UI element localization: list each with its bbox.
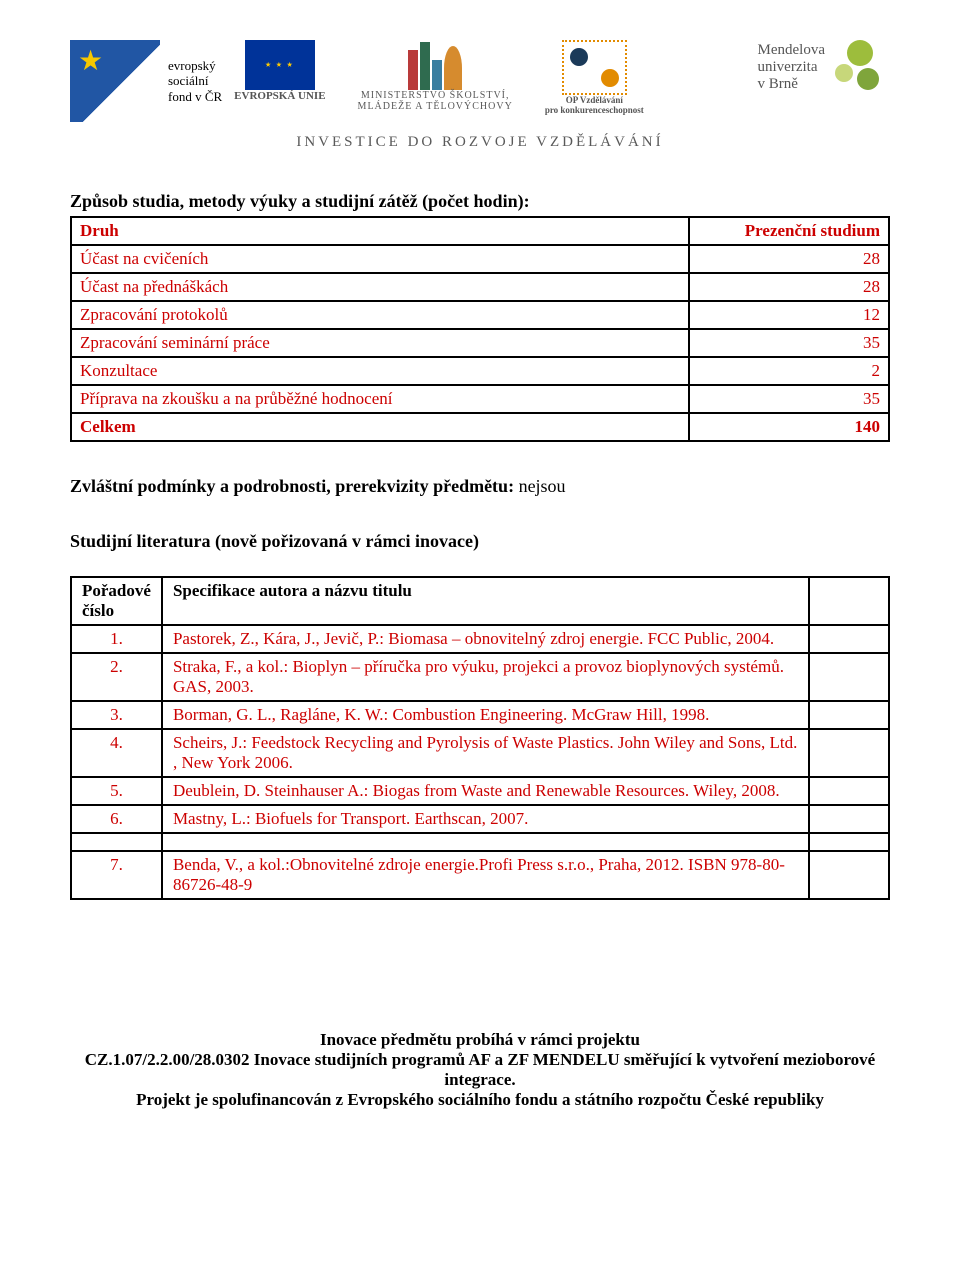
eu-flag-icon [245, 40, 315, 90]
mendelu-logo: Mendelova univerzita v Brně [758, 40, 890, 95]
study-row-value: 28 [689, 273, 889, 301]
mendelu-line1: Mendelova [758, 42, 825, 59]
lit-row-spec: Deublein, D. Steinhauser A.: Biogas from… [162, 777, 809, 805]
lit-spacer-row [71, 833, 889, 851]
footer-line2: CZ.1.07/2.2.00/28.0302 Inovace studijníc… [70, 1050, 890, 1090]
esf-icon [70, 40, 160, 122]
esf-logo: evropský sociální fond v ČR [70, 40, 222, 122]
header-logos: evropský sociální fond v ČR EVROPSKÁ UNI… [70, 40, 890, 122]
lit-row: 7.Benda, V., a kol.:Obnovitelné zdroje e… [71, 851, 889, 899]
lit-row-spec: Borman, G. L., Ragláne, K. W.: Combustio… [162, 701, 809, 729]
study-title: Způsob studia, metody výuky a studijní z… [70, 191, 890, 212]
study-row: Účast na cvičeních28 [71, 245, 889, 273]
study-row-value: 28 [689, 245, 889, 273]
lit-row: 6.Mastny, L.: Biofuels for Transport. Ea… [71, 805, 889, 833]
msmt-icon [408, 40, 463, 90]
lit-col-spec: Specifikace autora a názvu titulu [162, 577, 809, 625]
prereq-heading: Zvláštní podmínky a podrobnosti, prerekv… [70, 476, 890, 497]
study-row-label: Příprava na zkoušku a na průběžné hodnoc… [71, 385, 689, 413]
study-row-label: Zpracování seminární práce [71, 329, 689, 357]
study-col-druh: Druh [71, 217, 689, 245]
study-row-value: 2 [689, 357, 889, 385]
study-header-row: Druh Prezenční studium [71, 217, 889, 245]
mendelu-line3: v Brně [758, 76, 825, 93]
study-total-label: Celkem [71, 413, 689, 441]
lit-col-empty [809, 577, 889, 625]
lit-row-spec: Mastny, L.: Biofuels for Transport. Eart… [162, 805, 809, 833]
study-total-value: 140 [689, 413, 889, 441]
footer-line3: Projekt je spolufinancován z Evropského … [70, 1090, 890, 1110]
esf-text: evropský sociální fond v ČR [168, 58, 222, 105]
lit-row-num: 2. [71, 653, 162, 701]
opvk-icon [562, 40, 627, 95]
study-row: Zpracování seminární práce35 [71, 329, 889, 357]
mendelu-icon [835, 40, 890, 95]
lit-row-spec: Benda, V., a kol.:Obnovitelné zdroje ene… [162, 851, 809, 899]
study-total-row: Celkem 140 [71, 413, 889, 441]
lit-row-empty [809, 701, 889, 729]
study-row-value: 35 [689, 385, 889, 413]
study-row: Konzultace2 [71, 357, 889, 385]
mendelu-text: Mendelova univerzita v Brně [758, 42, 825, 93]
lit-row: 4.Scheirs, J.: Feedstock Recycling and P… [71, 729, 889, 777]
study-row-label: Účast na přednáškách [71, 273, 689, 301]
footer-line1: Inovace předmětu probíhá v rámci projekt… [70, 1030, 890, 1050]
lit-row: 1.Pastorek, Z., Kára, J., Jevič, P.: Bio… [71, 625, 889, 653]
lit-row-empty [809, 625, 889, 653]
lit-row-num: 4. [71, 729, 162, 777]
lit-row: 2.Straka, F., a kol.: Bioplyn – příručka… [71, 653, 889, 701]
study-row: Příprava na zkoušku a na průběžné hodnoc… [71, 385, 889, 413]
study-row-label: Zpracování protokolů [71, 301, 689, 329]
opvk-logo: OP Vzdělávání pro konkurenceschopnost [545, 40, 644, 115]
lit-row-empty [809, 805, 889, 833]
lit-row-num: 5. [71, 777, 162, 805]
invest-tagline: INVESTICE DO ROZVOJE VZDĚLÁVÁNÍ [70, 134, 890, 151]
study-row-label: Konzultace [71, 357, 689, 385]
esf-line3: fond v ČR [168, 89, 222, 105]
lit-row-empty [809, 729, 889, 777]
lit-table: Pořadové číslo Specifikace autora a názv… [70, 576, 890, 900]
lit-row-num: 6. [71, 805, 162, 833]
lit-heading: Studijní literatura (nově pořizovaná v r… [70, 531, 890, 552]
prereq-label: Zvláštní podmínky a podrobnosti, prerekv… [70, 476, 514, 496]
study-table: Druh Prezenční studium Účast na cvičeníc… [70, 216, 890, 442]
lit-row-spec: Pastorek, Z., Kára, J., Jevič, P.: Bioma… [162, 625, 809, 653]
lit-row-spec: Straka, F., a kol.: Bioplyn – příručka p… [162, 653, 809, 701]
study-row: Zpracování protokolů12 [71, 301, 889, 329]
study-row-value: 35 [689, 329, 889, 357]
msmt-logo: MINISTERSTVO ŠKOLSTVÍ, MLÁDEŽE A TĚLOVÝC… [358, 40, 513, 112]
eu-logo: EVROPSKÁ UNIE [234, 40, 325, 102]
lit-row-num: 3. [71, 701, 162, 729]
esf-line1: evropský [168, 58, 222, 74]
lit-row: 5.Deublein, D. Steinhauser A.: Biogas fr… [71, 777, 889, 805]
esf-line2: sociální [168, 73, 222, 89]
eu-label: EVROPSKÁ UNIE [234, 90, 325, 102]
lit-row-spec: Scheirs, J.: Feedstock Recycling and Pyr… [162, 729, 809, 777]
msmt-line2: MLÁDEŽE A TĚLOVÝCHOVY [358, 101, 513, 112]
lit-row-num: 1. [71, 625, 162, 653]
study-row-value: 12 [689, 301, 889, 329]
study-col-val: Prezenční studium [689, 217, 889, 245]
study-row: Účast na přednáškách28 [71, 273, 889, 301]
lit-row: 3.Borman, G. L., Ragláne, K. W.: Combust… [71, 701, 889, 729]
lit-row-empty [809, 777, 889, 805]
prereq-value: nejsou [519, 476, 566, 496]
lit-row-empty [809, 653, 889, 701]
study-row-label: Účast na cvičeních [71, 245, 689, 273]
opvk-line1: OP Vzdělávání [566, 95, 623, 105]
msmt-line1: MINISTERSTVO ŠKOLSTVÍ, [361, 90, 510, 101]
page: evropský sociální fond v ČR EVROPSKÁ UNI… [0, 0, 960, 1140]
footer: Inovace předmětu probíhá v rámci projekt… [70, 1030, 890, 1110]
lit-header-row: Pořadové číslo Specifikace autora a názv… [71, 577, 889, 625]
mendelu-line2: univerzita [758, 59, 825, 76]
lit-row-empty [809, 851, 889, 899]
lit-col-num: Pořadové číslo [71, 577, 162, 625]
opvk-line2: pro konkurenceschopnost [545, 105, 644, 115]
lit-row-num: 7. [71, 851, 162, 899]
